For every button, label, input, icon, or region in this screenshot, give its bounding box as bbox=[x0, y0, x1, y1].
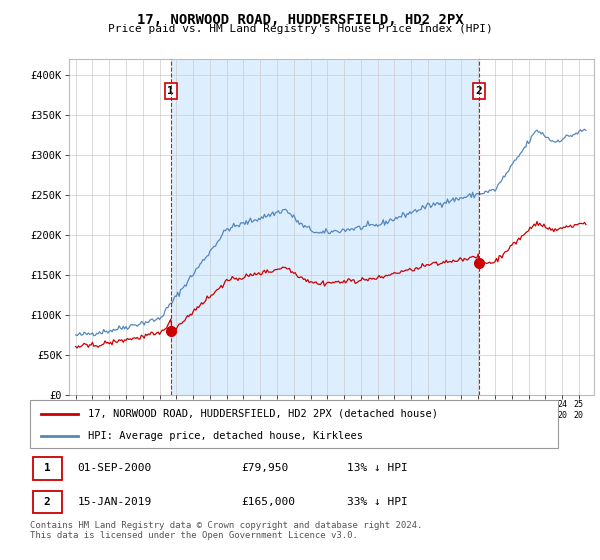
Text: 01-SEP-2000: 01-SEP-2000 bbox=[77, 464, 152, 473]
Text: 17, NORWOOD ROAD, HUDDERSFIELD, HD2 2PX (detached house): 17, NORWOOD ROAD, HUDDERSFIELD, HD2 2PX … bbox=[88, 409, 438, 419]
Text: Price paid vs. HM Land Registry's House Price Index (HPI): Price paid vs. HM Land Registry's House … bbox=[107, 24, 493, 34]
Bar bbox=[171, 59, 479, 395]
Text: 17, NORWOOD ROAD, HUDDERSFIELD, HD2 2PX: 17, NORWOOD ROAD, HUDDERSFIELD, HD2 2PX bbox=[137, 13, 463, 27]
Text: 1: 1 bbox=[167, 86, 174, 96]
Text: 2: 2 bbox=[476, 86, 482, 96]
Text: 1: 1 bbox=[44, 464, 50, 473]
Text: £79,950: £79,950 bbox=[241, 464, 289, 473]
FancyBboxPatch shape bbox=[32, 491, 62, 513]
Text: 33% ↓ HPI: 33% ↓ HPI bbox=[347, 497, 407, 507]
Text: 15-JAN-2019: 15-JAN-2019 bbox=[77, 497, 152, 507]
Text: 13% ↓ HPI: 13% ↓ HPI bbox=[347, 464, 407, 473]
Text: 2: 2 bbox=[44, 497, 50, 507]
Text: Contains HM Land Registry data © Crown copyright and database right 2024.
This d: Contains HM Land Registry data © Crown c… bbox=[30, 521, 422, 540]
FancyBboxPatch shape bbox=[30, 400, 558, 448]
Text: HPI: Average price, detached house, Kirklees: HPI: Average price, detached house, Kirk… bbox=[88, 431, 363, 441]
FancyBboxPatch shape bbox=[32, 457, 62, 480]
Text: £165,000: £165,000 bbox=[241, 497, 295, 507]
